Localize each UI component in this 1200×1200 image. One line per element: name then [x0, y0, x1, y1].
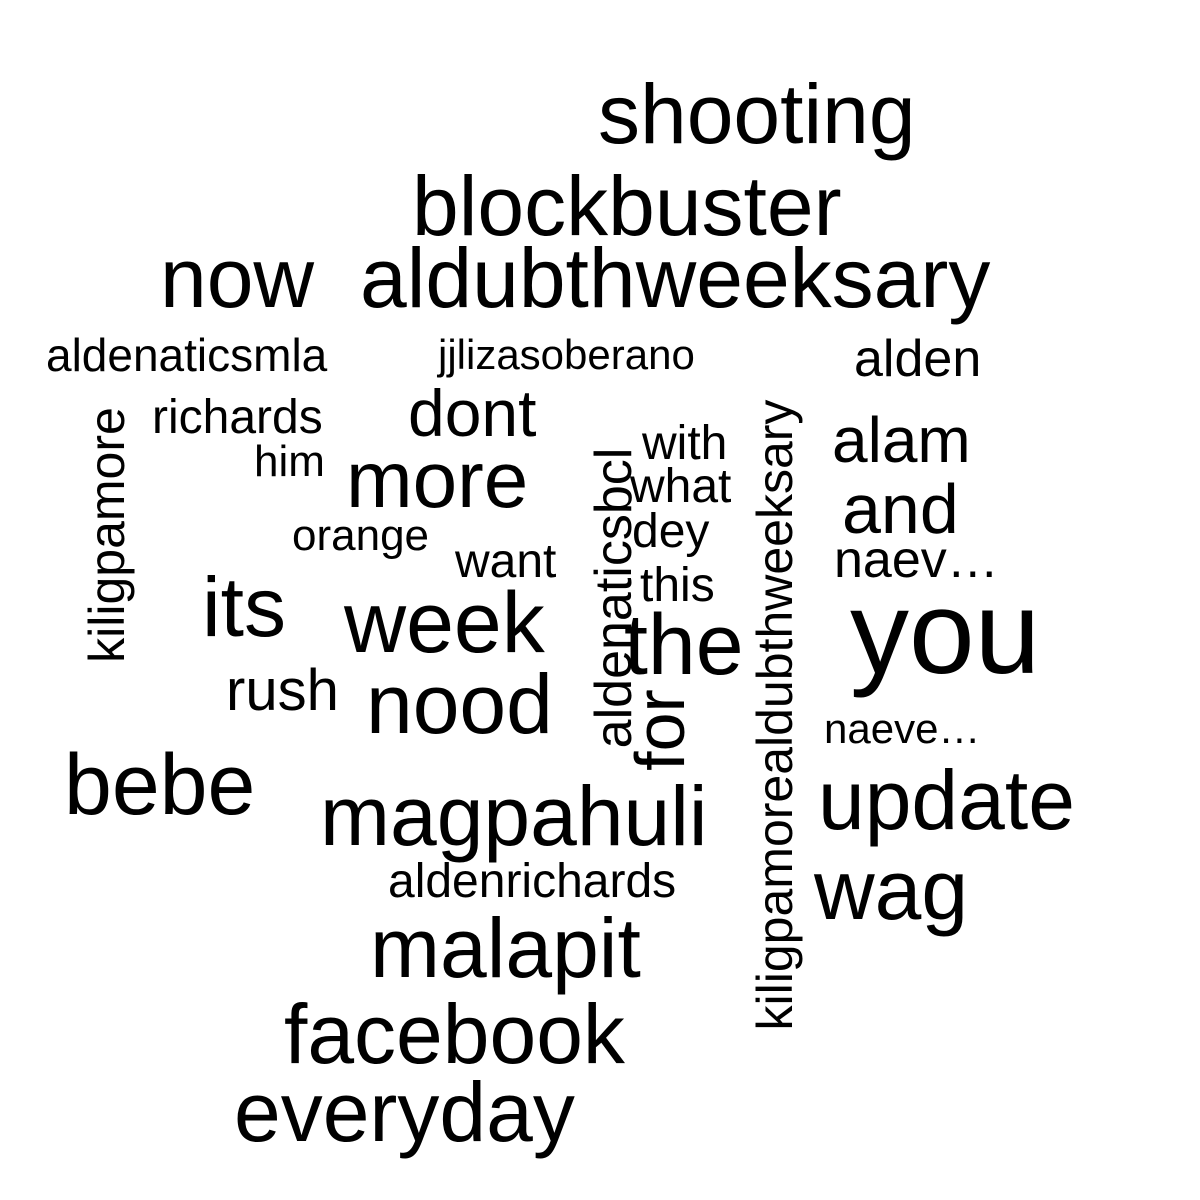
word-with: with — [642, 417, 728, 470]
word-its: its — [202, 560, 286, 654]
word-him: him — [254, 437, 325, 486]
word-rush: rush — [226, 658, 339, 723]
word-the: the — [624, 597, 744, 693]
word-for: for — [621, 689, 699, 771]
word-what: what — [630, 460, 732, 513]
word-facebook: facebook — [284, 987, 625, 1081]
word-kiligpamore: kiligpamore — [79, 407, 135, 663]
word-kiligpamorealdubthweeksary: kiligpamorealdubthweeksary — [747, 399, 803, 1031]
word-wag: wag — [814, 843, 969, 937]
word-naeve: naeve… — [824, 705, 981, 752]
word-week: week — [344, 575, 545, 671]
word-and: and — [842, 470, 959, 548]
word-blockbuster: blockbuster — [412, 159, 842, 253]
word-alam: alam — [832, 404, 971, 476]
word-aldenaticsmla: aldenaticsmla — [46, 329, 328, 381]
word-malapit: malapit — [370, 901, 641, 995]
word-bebe: bebe — [64, 737, 256, 833]
word-shooting: shooting — [598, 67, 916, 161]
word-now: now — [160, 231, 315, 325]
word-richards: richards — [152, 391, 323, 444]
word-dey: dey — [632, 505, 710, 558]
word-everyday: everyday — [234, 1065, 575, 1159]
word-aldenrichards: aldenrichards — [388, 855, 677, 908]
word-want: want — [455, 535, 557, 588]
word-alden: alden — [854, 330, 982, 388]
word-orange: orange — [292, 511, 430, 560]
word-naev: naev… — [834, 531, 999, 589]
word-magpahuli: magpahuli — [320, 769, 708, 863]
word-nood: nood — [366, 657, 553, 751]
word-you: you — [850, 567, 1041, 699]
word-jjlizasoberano: jjlizasoberano — [438, 331, 695, 378]
word-this: this — [640, 559, 715, 612]
word-more: more — [346, 435, 529, 524]
word-aldubthweeksary: aldubthweeksary — [360, 231, 991, 325]
word-update: update — [818, 753, 1075, 847]
word-dont: dont — [408, 376, 537, 450]
